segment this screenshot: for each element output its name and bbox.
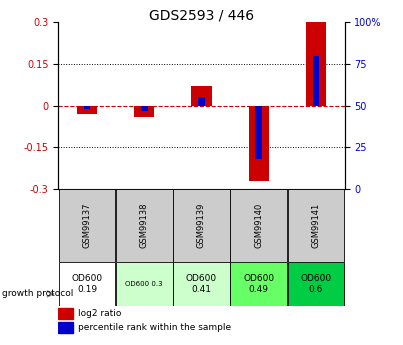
Bar [58,322,73,333]
FancyBboxPatch shape [288,189,344,262]
Bar [306,22,326,106]
Bar [141,106,148,111]
FancyBboxPatch shape [173,189,230,262]
FancyBboxPatch shape [173,262,230,306]
Title: GDS2593 / 446: GDS2593 / 446 [149,8,254,22]
FancyBboxPatch shape [116,262,172,306]
Text: percentile rank within the sample: percentile rank within the sample [79,323,232,332]
Text: OD600
0.6: OD600 0.6 [300,274,332,294]
FancyBboxPatch shape [59,189,115,262]
Bar [249,106,269,181]
Text: log2 ratio: log2 ratio [79,309,122,318]
Bar [77,106,97,114]
Bar [191,86,212,106]
Text: OD600
0.41: OD600 0.41 [186,274,217,294]
Text: growth protocol: growth protocol [2,289,73,298]
Bar [312,56,320,106]
Text: OD600 0.3: OD600 0.3 [125,281,163,287]
FancyBboxPatch shape [231,262,287,306]
Text: OD600
0.19: OD600 0.19 [71,274,103,294]
Text: GSM99138: GSM99138 [140,203,149,248]
FancyBboxPatch shape [288,262,344,306]
Text: GSM99140: GSM99140 [254,203,263,248]
Text: GSM99139: GSM99139 [197,203,206,248]
Bar [58,308,73,319]
Text: GSM99137: GSM99137 [83,203,91,248]
FancyBboxPatch shape [59,262,115,306]
Bar [134,106,154,117]
Bar [83,106,91,109]
Text: GSM99141: GSM99141 [312,203,320,248]
Text: OD600
0.49: OD600 0.49 [243,274,274,294]
Bar [198,97,205,106]
FancyBboxPatch shape [231,189,287,262]
Bar [255,106,262,159]
FancyBboxPatch shape [116,189,172,262]
